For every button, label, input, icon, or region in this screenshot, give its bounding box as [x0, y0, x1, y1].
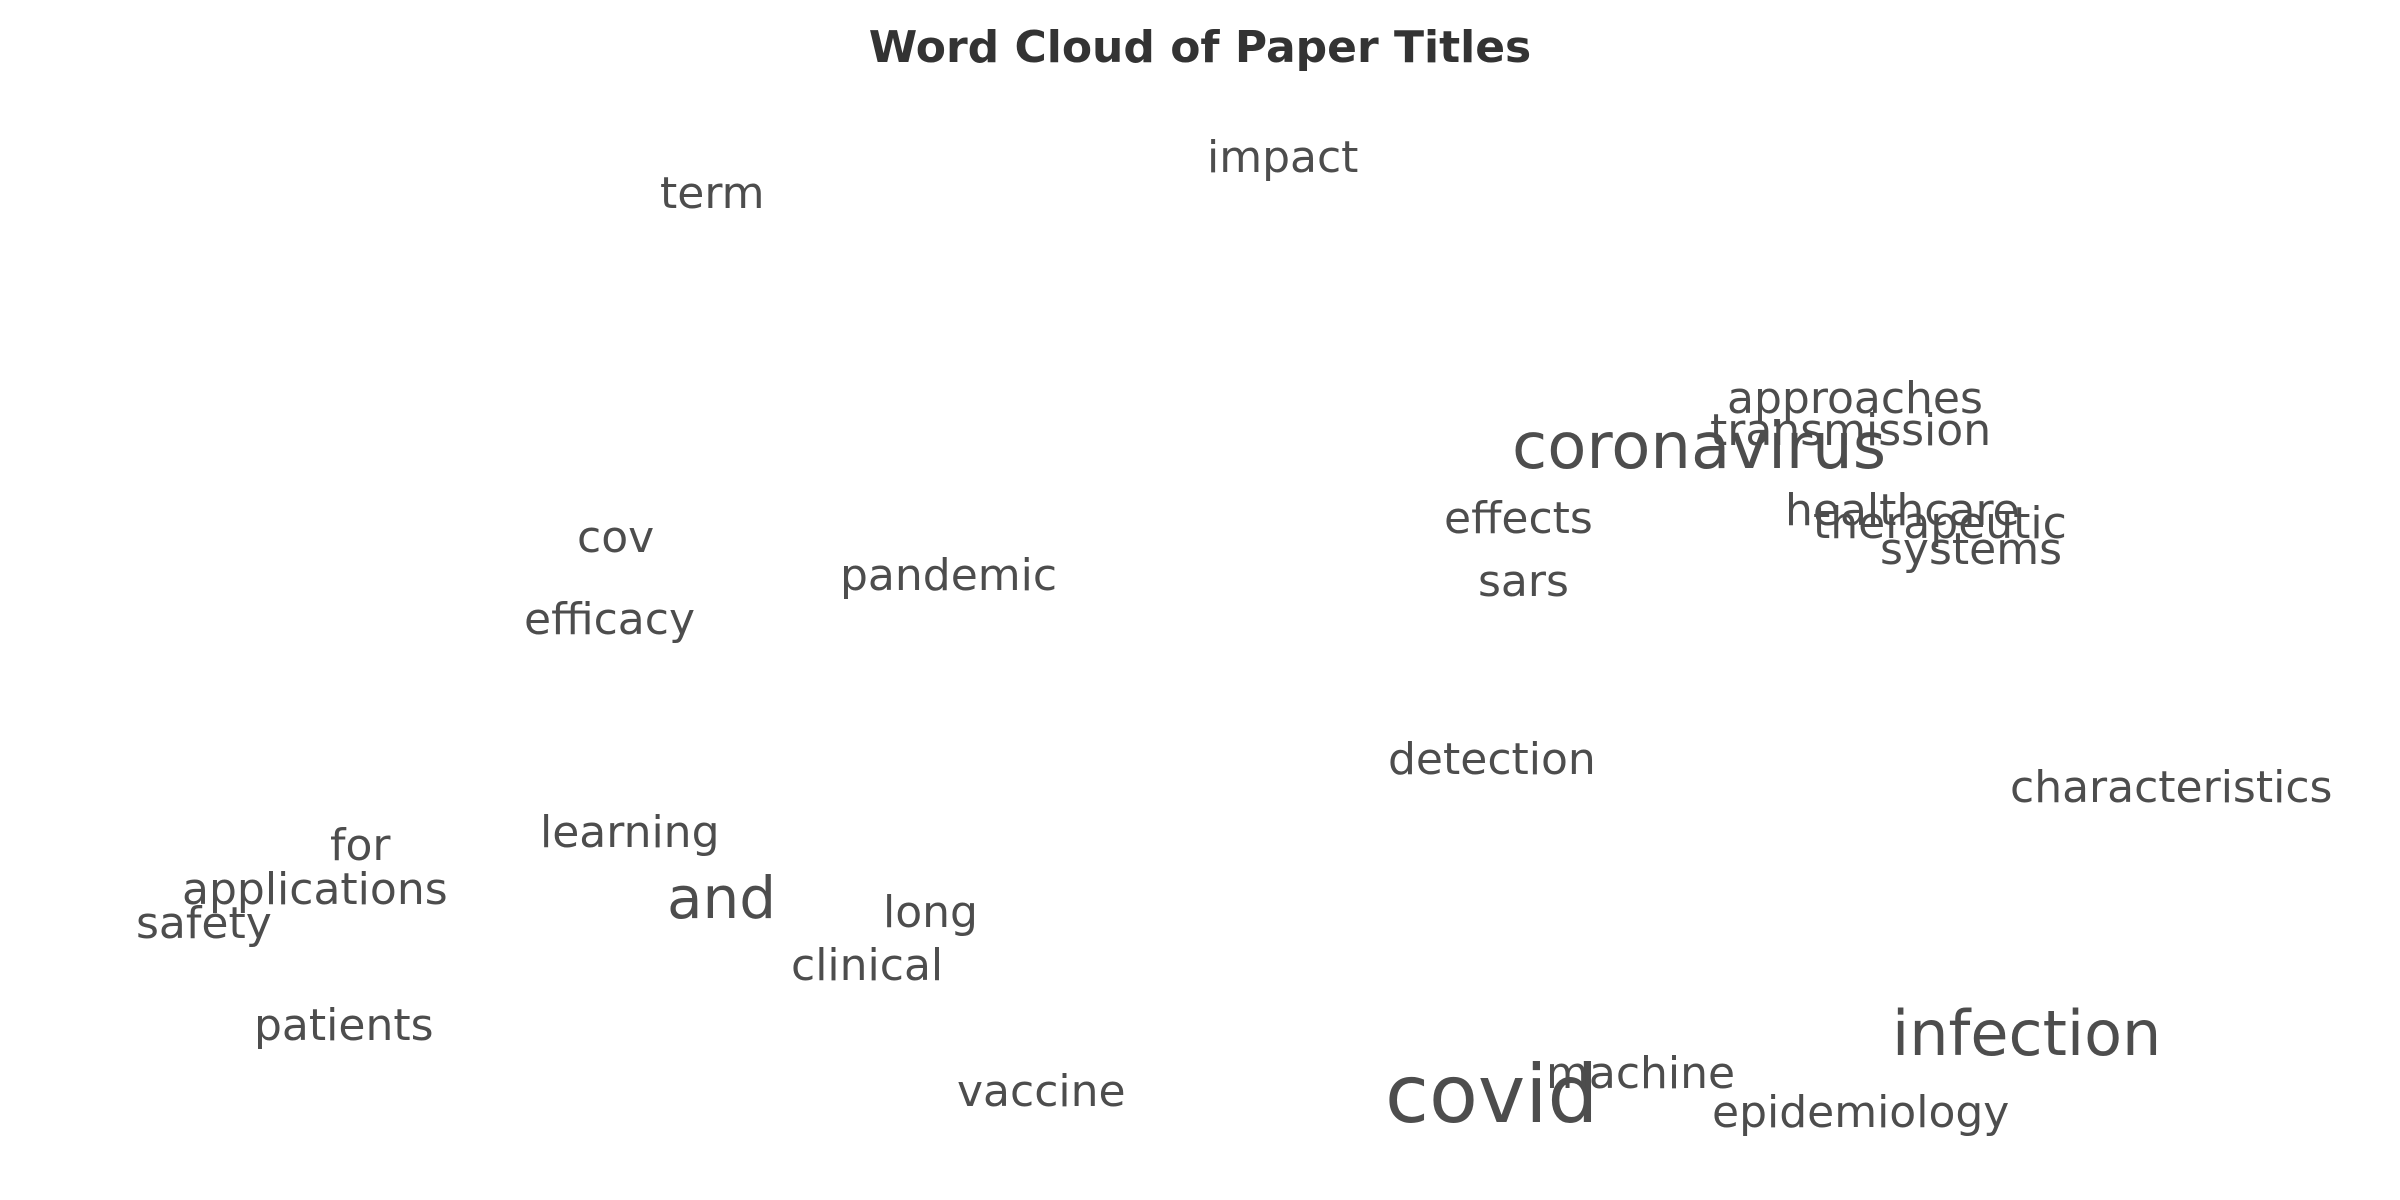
word-covid: covid: [1385, 1048, 1598, 1141]
word-term: term: [660, 168, 765, 219]
word-pandemic: pandemic: [840, 550, 1057, 601]
word-therapeutic: therapeutic: [1813, 498, 2067, 549]
word-applications: applications: [182, 864, 448, 915]
word-safety: safety: [136, 898, 272, 949]
word-effects: effects: [1444, 493, 1593, 544]
word-vaccine: vaccine: [957, 1066, 1126, 1117]
word-for: for: [330, 820, 391, 871]
word-approaches: approaches: [1727, 373, 1983, 424]
word-impact: impact: [1207, 132, 1358, 183]
word-healthcare: healthcare: [1785, 485, 2020, 536]
word-patients: patients: [254, 1000, 434, 1051]
word-clinical: clinical: [791, 940, 943, 991]
word-and: and: [667, 864, 776, 932]
word-epidemiology: epidemiology: [1712, 1087, 2009, 1138]
word-infection: infection: [1892, 997, 2161, 1070]
word-machine: machine: [1546, 1048, 1735, 1099]
word-characteristics: characteristics: [2010, 762, 2332, 813]
word-detection: detection: [1388, 734, 1596, 785]
word-long: long: [883, 887, 978, 938]
word-systems: systems: [1880, 524, 2062, 575]
chart-title: Word Cloud of Paper Titles: [868, 22, 1532, 73]
word-sars: sars: [1478, 556, 1569, 607]
word-learning: learning: [540, 807, 720, 858]
word-efficacy: efficacy: [524, 594, 695, 645]
word-transmission: transmission: [1710, 405, 1991, 456]
word-cov: cov: [577, 512, 654, 563]
word-coronavirus: coronavirus: [1512, 410, 1886, 484]
